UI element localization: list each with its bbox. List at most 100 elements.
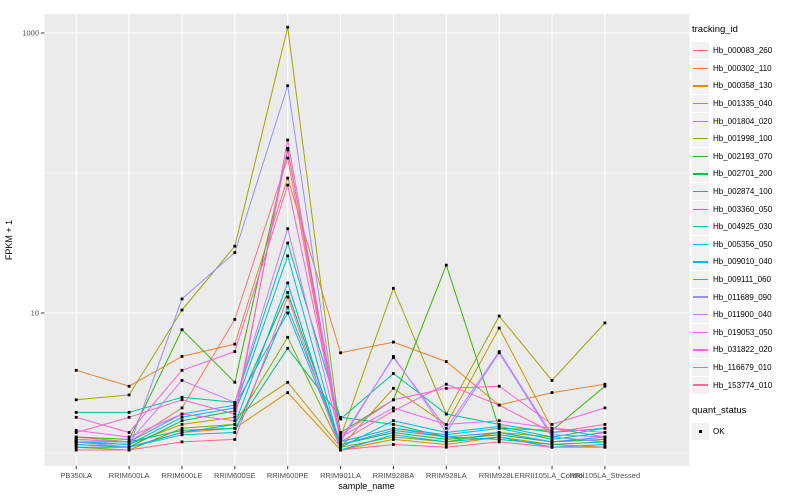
data-point (392, 386, 395, 390)
data-point (339, 433, 342, 437)
series-color-swatch (693, 226, 708, 228)
data-point (392, 406, 395, 410)
legend-entry: Hb_005356_050 (692, 235, 773, 254)
data-point (286, 227, 290, 231)
data-point (286, 156, 290, 160)
legend-key (692, 358, 709, 376)
legend-entry-label: Hb_005356_050 (713, 239, 773, 249)
data-point (127, 448, 131, 452)
data-point (180, 433, 184, 437)
data-point (392, 443, 395, 446)
legend-entry: Hb_002701_200 (692, 165, 772, 183)
x-tick-label: RRIM928LE (479, 471, 520, 480)
legend-key (692, 130, 709, 148)
legend-key (692, 423, 709, 441)
legend-key (692, 218, 709, 236)
data-point (339, 351, 342, 355)
legend-entry-label: Hb_009010_040 (713, 257, 773, 267)
data-point (286, 380, 290, 384)
x-tick-label: RRIM928BA (373, 471, 415, 480)
data-point (497, 403, 501, 407)
data-point (180, 412, 184, 416)
data-point (180, 419, 184, 423)
data-point (603, 384, 607, 388)
series-color-swatch (693, 173, 708, 175)
data-point (127, 445, 131, 449)
data-point (233, 406, 237, 410)
legend-entry-ok: OK (692, 423, 772, 441)
legend-key (692, 253, 709, 271)
data-point (392, 286, 395, 290)
legend-entry-label: Hb_009111_060 (713, 275, 771, 285)
data-point (339, 443, 342, 446)
data-point (233, 426, 237, 430)
data-point (180, 440, 184, 444)
x-tick-label: RRIM600SE (214, 471, 256, 480)
legend-entry-label: Hb_153774_010 (713, 380, 773, 390)
data-point (233, 415, 237, 419)
data-point (286, 138, 290, 142)
legend-entry: Hb_011689_090 (692, 288, 772, 306)
data-point (550, 443, 554, 446)
data-point (180, 398, 184, 402)
data-point (497, 326, 501, 330)
legend-key (692, 341, 709, 359)
x-tick-label: RRIM600PE (267, 471, 309, 480)
legend-title-quant-status: quant_status (692, 404, 747, 416)
y-tick-label: 1000 (22, 29, 39, 38)
data-point (286, 311, 290, 315)
legend-key (692, 183, 709, 201)
data-point (233, 419, 237, 423)
data-point (603, 406, 607, 410)
data-point (444, 360, 448, 363)
series-color-swatch (693, 331, 708, 333)
data-point (339, 440, 342, 444)
data-point (74, 411, 78, 414)
data-point (286, 346, 290, 350)
data-point (74, 415, 78, 419)
data-point (497, 350, 501, 353)
data-point (444, 423, 448, 426)
data-point (550, 379, 554, 382)
data-point (550, 391, 554, 394)
legend-entry: Hb_019053_050 (692, 323, 772, 342)
data-point (392, 340, 395, 344)
data-point (74, 445, 78, 449)
series-color-swatch (693, 296, 708, 298)
data-point (180, 423, 184, 426)
data-point (497, 435, 501, 439)
legend-key (692, 306, 709, 324)
data-point (603, 382, 607, 386)
data-point (180, 308, 184, 312)
legend-key (692, 112, 709, 130)
x-tick-label: RRIM600LA (109, 471, 150, 480)
data-point (233, 401, 237, 404)
legend-key (692, 59, 709, 77)
data-point (74, 431, 78, 434)
x-tick-label: RRIM600LE (162, 471, 203, 480)
data-point (286, 146, 290, 150)
series-color-swatch (693, 278, 708, 281)
series-color-swatch (693, 67, 708, 70)
data-point (497, 384, 501, 388)
data-point (180, 431, 184, 434)
legend-entry-label: Hb_003360_050 (713, 204, 773, 214)
data-point (74, 368, 78, 372)
data-point (286, 148, 290, 152)
data-point (497, 314, 501, 318)
data-point (444, 443, 448, 446)
legend-entry-label: Hb_001335_040 (713, 99, 773, 109)
data-point (339, 431, 342, 434)
series-color-swatch (693, 120, 708, 122)
series-color-swatch (693, 384, 708, 386)
data-point (127, 415, 131, 419)
data-point (392, 356, 395, 359)
data-point (444, 382, 448, 386)
legend-entries: Hb_000083_260 Hb_000302_110 Hb_000358_130 H… (692, 42, 772, 394)
data-point (550, 440, 554, 444)
legend-entry: Hb_001335_040 (692, 95, 772, 113)
data-point (74, 429, 78, 432)
data-point (233, 438, 237, 441)
data-point (603, 423, 607, 426)
legend-entry-label: Hb_002874_100 (713, 187, 773, 197)
